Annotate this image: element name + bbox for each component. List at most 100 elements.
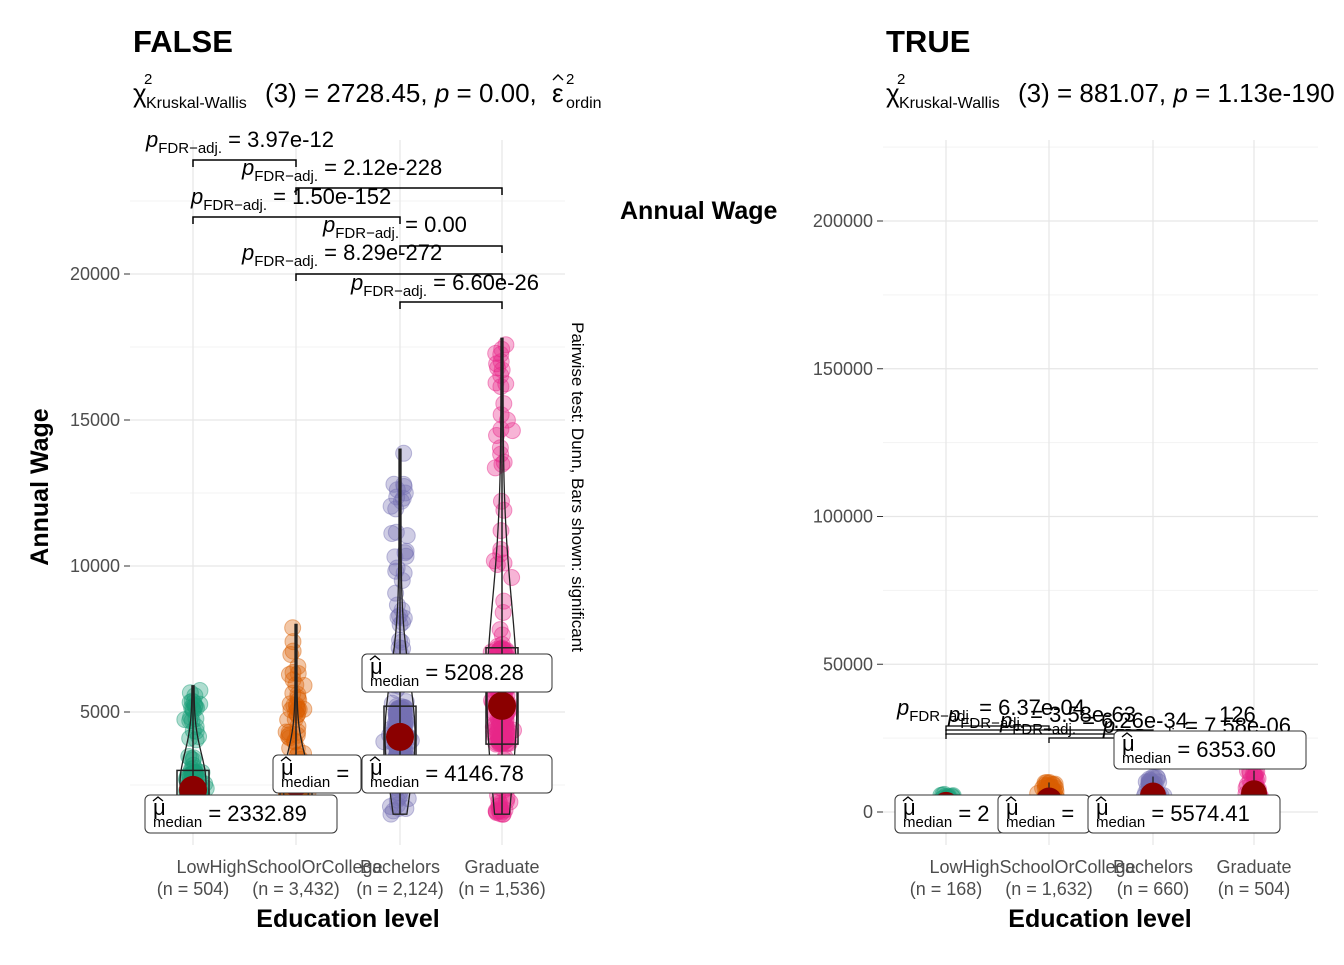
data-point xyxy=(496,732,514,750)
data-point xyxy=(384,802,402,820)
hat-mark xyxy=(1095,796,1107,802)
data-point xyxy=(392,700,410,718)
pairwise-p-label: pFDR−adj. = 8.29e-272 xyxy=(241,240,442,270)
data-point xyxy=(491,799,509,817)
data-point xyxy=(490,733,508,751)
median-label-text: median = 5574.41 xyxy=(1096,801,1250,831)
subtitle: χ2 Kruskal-Wallis (3) = 881.07, p = 1.13e-… xyxy=(886,71,1335,112)
y-tick-label: 150000 xyxy=(813,359,873,379)
data-point xyxy=(488,724,506,742)
subtitle-stats: (3) = 2728.45, p = 0.00, xyxy=(265,78,537,108)
median-label-graduate: μ median = 6353.60 xyxy=(1113,730,1307,770)
y-tick-label: 15000 xyxy=(70,410,120,430)
data-point xyxy=(491,802,509,820)
y-tick-label: 5000 xyxy=(80,702,120,722)
facet-title: FALSE xyxy=(133,24,233,59)
y-axis-title: Annual Wage xyxy=(620,197,778,225)
pairwise-p-label: pFDR−adj. = 6.37e-04 xyxy=(896,695,1085,725)
x-tick-label: Bachelors xyxy=(1113,857,1193,877)
subtitle-sub: Kruskal-Wallis xyxy=(146,95,247,112)
violin-outline xyxy=(282,623,310,804)
median-label-text: median = 6353.60 xyxy=(1122,737,1276,767)
data-point xyxy=(392,700,410,718)
subtitle-effect-sup: 2 xyxy=(566,71,574,88)
pairwise-caption: Pairwise test: Dunn, Bars shown: signifi… xyxy=(568,322,587,652)
pairwise-p-label: pFDR−adj. = 3.97e-12 xyxy=(145,127,334,157)
data-point xyxy=(277,723,295,741)
data-point xyxy=(284,619,302,637)
data-point xyxy=(494,603,512,621)
y-tick-label: 20000 xyxy=(70,264,120,284)
data-point xyxy=(190,728,208,746)
data-point xyxy=(389,699,407,717)
pairwise-p-label: pFDR−adj. = 3.58e-63 xyxy=(947,702,1136,732)
violin-outline xyxy=(179,685,207,804)
median-label-text: median = 2332.89 xyxy=(153,801,307,831)
data-point xyxy=(395,444,413,462)
data-point xyxy=(491,729,509,747)
data-point xyxy=(397,547,415,565)
hat-mark xyxy=(552,74,564,81)
hat-mark xyxy=(902,796,914,802)
y-tick-label: 100000 xyxy=(813,507,873,527)
data-point xyxy=(280,726,298,744)
median-point xyxy=(386,722,414,751)
x-tick-label: HighSchoolOrCollege xyxy=(962,857,1135,877)
data-point xyxy=(492,522,510,540)
subtitle-chi: χ xyxy=(886,78,900,108)
y-tick-label: 10000 xyxy=(70,556,120,576)
x-tick-count: (n = 1,536) xyxy=(458,879,546,899)
data-point xyxy=(187,731,205,749)
median-label-bachelors: μ median = 4146.78 xyxy=(361,754,553,794)
median-label-low: μ median = 2 xyxy=(894,794,1006,834)
median-label-text: median = 4146.78 xyxy=(370,761,524,791)
data-point xyxy=(387,523,405,541)
pairwise-bar xyxy=(192,159,297,167)
data-point xyxy=(289,664,307,682)
hat-mark xyxy=(1005,796,1017,802)
data-point xyxy=(389,703,407,721)
data-point xyxy=(286,732,304,750)
data-point xyxy=(492,545,510,563)
data-point xyxy=(181,684,199,702)
x-tick-count: (n = 504) xyxy=(157,879,230,899)
data-point xyxy=(382,497,400,515)
median-label-box xyxy=(272,754,362,794)
data-point xyxy=(392,700,410,718)
data-point xyxy=(487,803,505,821)
data-point xyxy=(393,700,411,718)
data-point xyxy=(491,724,509,742)
data-point xyxy=(487,344,505,362)
data-point xyxy=(395,475,413,493)
x-tick-count: (n = 1,632) xyxy=(1005,879,1093,899)
data-point xyxy=(500,734,518,752)
data-point xyxy=(494,729,512,747)
x-tick-label: Graduate xyxy=(464,857,539,877)
subtitle-effect: ε xyxy=(552,78,564,108)
data-point xyxy=(389,699,407,717)
y-tick-label: 50000 xyxy=(823,654,873,674)
x-axis-title: Education level xyxy=(256,905,439,933)
x-tick-label: Graduate xyxy=(1216,857,1291,877)
data-point xyxy=(491,795,509,813)
x-tick-count: (n = 660) xyxy=(1117,879,1190,899)
data-point xyxy=(397,799,415,817)
data-point xyxy=(495,722,513,740)
data-point xyxy=(487,374,505,392)
data-point xyxy=(491,621,509,639)
data-point xyxy=(492,728,510,746)
data-point xyxy=(497,792,515,810)
hat-mark xyxy=(280,756,292,762)
pairwise-p-label: pFDR−adj. = 0.00 xyxy=(322,212,467,242)
x-tick-count: (n = 168) xyxy=(910,879,983,899)
y-tick-label: 200000 xyxy=(813,211,873,231)
pairwise-bar xyxy=(295,273,503,281)
data-point xyxy=(182,750,200,768)
x-tick-count: (n = 504) xyxy=(1218,879,1291,899)
y-tick-label: 0 xyxy=(863,802,873,822)
panel-false: 5000 10000 15000 20000 pFDR−adj. = 3.97e-12 p… xyxy=(26,24,602,933)
x-tick-label: HighSchoolOrCollege xyxy=(209,857,382,877)
data-point xyxy=(492,725,510,743)
median-label-low: μ median = 2332.89 xyxy=(144,794,338,834)
